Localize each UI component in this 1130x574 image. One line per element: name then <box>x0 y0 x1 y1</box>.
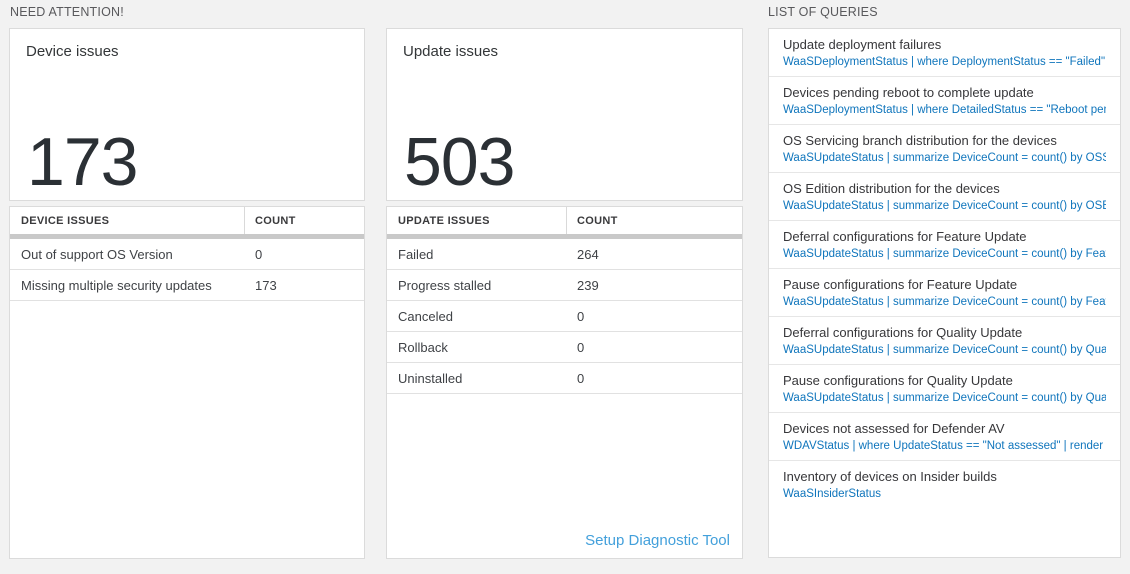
device-issues-column-header: DEVICE ISSUES <box>10 207 245 234</box>
query-text: WDAVStatus | where UpdateStatus == "Not … <box>783 440 1106 452</box>
header-divider-bar <box>10 234 364 239</box>
device-table-header: DEVICE ISSUES COUNT <box>10 207 364 234</box>
query-title: Pause configurations for Quality Update <box>783 373 1013 388</box>
query-title: Pause configurations for Feature Update <box>783 277 1018 292</box>
query-title: OS Servicing branch distribution for the… <box>783 133 1057 148</box>
query-text: WaaSDeploymentStatus | where DeploymentS… <box>783 56 1106 68</box>
row-label: Out of support OS Version <box>21 246 173 262</box>
query-text: WaaSUpdateStatus | summarize DeviceCount… <box>783 152 1106 164</box>
query-text: WaaSUpdateStatus | summarize DeviceCount… <box>783 248 1106 260</box>
device-issues-tile[interactable]: Device issues 173 <box>9 28 365 201</box>
row-count: 0 <box>577 339 585 355</box>
query-title: OS Edition distribution for the devices <box>783 181 1000 196</box>
query-title: Deferral configurations for Quality Upda… <box>783 325 1023 340</box>
row-label: Rollback <box>398 339 448 355</box>
table-row[interactable]: Progress stalled 239 <box>387 270 742 301</box>
query-list-item[interactable]: Deferral configurations for Quality Upda… <box>769 317 1120 365</box>
row-label: Progress stalled <box>398 277 492 293</box>
row-label: Uninstalled <box>398 370 463 386</box>
table-row[interactable]: Canceled 0 <box>387 301 742 332</box>
table-row[interactable]: Uninstalled 0 <box>387 363 742 394</box>
list-of-queries-section-label: LIST OF QUERIES <box>768 5 878 19</box>
update-issues-count: 503 <box>404 124 515 200</box>
query-title: Update deployment failures <box>783 37 942 52</box>
query-list-item[interactable]: Devices pending reboot to complete updat… <box>769 77 1120 125</box>
need-attention-section-label: NEED ATTENTION! <box>10 5 124 19</box>
row-label: Canceled <box>398 308 453 324</box>
query-list-item[interactable]: OS Edition distribution for the devices … <box>769 173 1120 221</box>
update-issues-title: Update issues <box>403 43 499 60</box>
row-count: 239 <box>577 277 599 293</box>
query-title: Deferral configurations for Feature Upda… <box>783 229 1027 244</box>
setup-diagnostic-tool-link[interactable]: Setup Diagnostic Tool <box>585 532 730 549</box>
query-title: Inventory of devices on Insider builds <box>783 469 997 484</box>
query-text: WaaSUpdateStatus | summarize DeviceCount… <box>783 344 1106 356</box>
query-title: Devices not assessed for Defender AV <box>783 421 1005 436</box>
table-row[interactable]: Failed 264 <box>387 239 742 270</box>
table-row[interactable]: Missing multiple security updates 173 <box>10 270 364 301</box>
count-column-header: COUNT <box>577 214 618 227</box>
row-count: 0 <box>577 308 585 324</box>
query-list-item[interactable]: Devices not assessed for Defender AV WDA… <box>769 413 1120 461</box>
query-list-item[interactable]: Pause configurations for Quality Update … <box>769 365 1120 413</box>
row-count: 0 <box>577 370 585 386</box>
query-text: WaaSUpdateStatus | summarize DeviceCount… <box>783 392 1106 404</box>
queries-panel: Update deployment failures WaaSDeploymen… <box>768 28 1121 558</box>
device-issues-table: DEVICE ISSUES COUNT Out of support OS Ve… <box>9 206 365 559</box>
query-text: WaaSDeploymentStatus | where DetailedSta… <box>783 104 1106 116</box>
row-count: 264 <box>577 246 599 262</box>
table-row[interactable]: Out of support OS Version 0 <box>10 239 364 270</box>
device-issues-count: 173 <box>27 124 138 200</box>
query-list-item[interactable]: Inventory of devices on Insider builds W… <box>769 461 1120 508</box>
query-list-item[interactable]: Deferral configurations for Feature Upda… <box>769 221 1120 269</box>
count-column-header: COUNT <box>255 214 296 227</box>
update-issues-column-header: UPDATE ISSUES <box>387 207 567 234</box>
update-issues-tile[interactable]: Update issues 503 <box>386 28 743 201</box>
table-row[interactable]: Rollback 0 <box>387 332 742 363</box>
update-table-header: UPDATE ISSUES COUNT <box>387 207 742 234</box>
query-text: WaaSUpdateStatus | summarize DeviceCount… <box>783 296 1106 308</box>
query-list-item[interactable]: OS Servicing branch distribution for the… <box>769 125 1120 173</box>
row-count: 0 <box>255 246 263 262</box>
query-list-item[interactable]: Update deployment failures WaaSDeploymen… <box>769 29 1120 77</box>
header-divider-bar <box>387 234 742 239</box>
query-text: WaaSInsiderStatus <box>783 488 882 500</box>
update-issues-table: UPDATE ISSUES COUNT Failed 264 Progress … <box>386 206 743 559</box>
query-title: Devices pending reboot to complete updat… <box>783 85 1034 100</box>
row-count: 173 <box>255 277 277 293</box>
query-list-item[interactable]: Pause configurations for Feature Update … <box>769 269 1120 317</box>
device-issues-title: Device issues <box>26 43 119 60</box>
query-text: WaaSUpdateStatus | summarize DeviceCount… <box>783 200 1106 212</box>
row-label: Failed <box>398 246 434 262</box>
row-label: Missing multiple security updates <box>21 277 212 293</box>
